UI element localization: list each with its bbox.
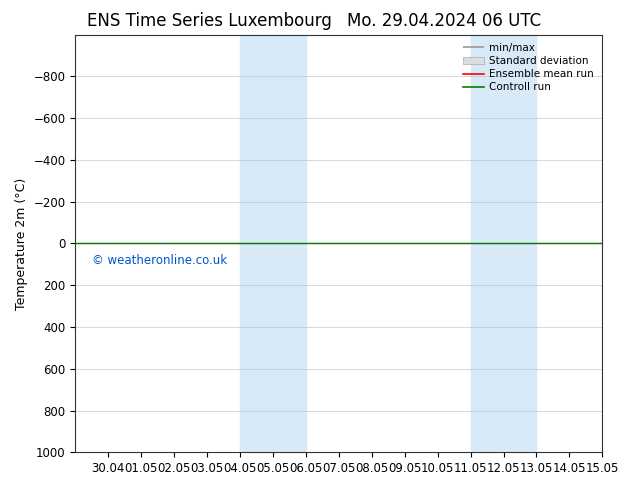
Text: © weatheronline.co.uk: © weatheronline.co.uk <box>92 254 227 267</box>
Bar <box>240 35 306 452</box>
Bar <box>470 35 536 452</box>
Text: Mo. 29.04.2024 06 UTC: Mo. 29.04.2024 06 UTC <box>347 12 541 30</box>
Y-axis label: Temperature 2m (°C): Temperature 2m (°C) <box>15 177 28 310</box>
Legend: min/max, Standard deviation, Ensemble mean run, Controll run: min/max, Standard deviation, Ensemble me… <box>460 40 597 96</box>
Text: ENS Time Series Luxembourg: ENS Time Series Luxembourg <box>87 12 332 30</box>
